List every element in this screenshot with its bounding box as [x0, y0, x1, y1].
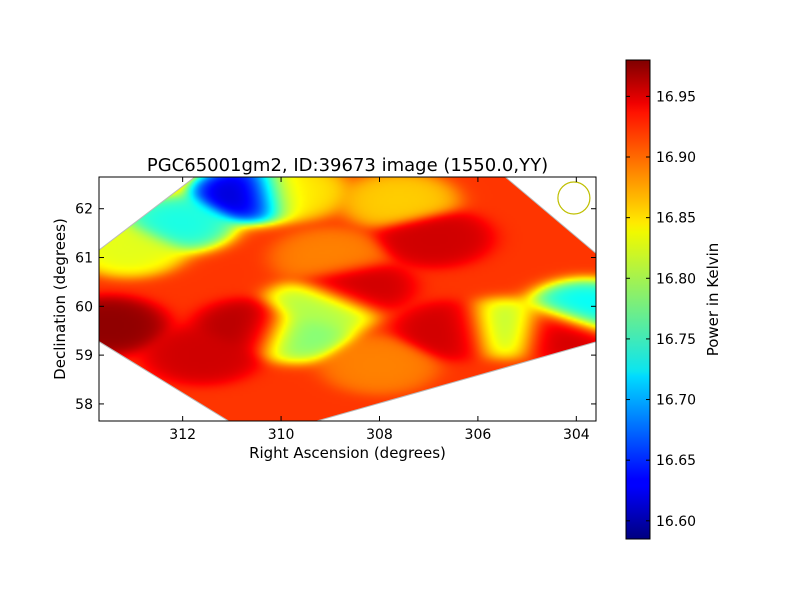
y-tick-label: 58 [75, 397, 93, 413]
y-axis-label: Declination (degrees) [51, 218, 69, 380]
x-tick-label: 312 [169, 427, 196, 443]
coverage-outline [99, 177, 596, 421]
x-axis-label: Right Ascension (degrees) [249, 444, 446, 462]
colorbar-tick-label: 16.75 [656, 332, 696, 348]
x-tick-label: 310 [268, 427, 295, 443]
colorbar-ticks: 16.60 16.65 16.70 16.75 16.80 16.85 16.90 16.95 [626, 89, 696, 530]
plot-area [99, 177, 596, 421]
colorbar-label: Power in Kelvin [704, 243, 722, 357]
heatmap-image [99, 177, 596, 421]
y-tick-label: 59 [75, 348, 93, 364]
colorbar-tick-label: 16.65 [656, 453, 696, 469]
y-tick-label: 62 [75, 202, 93, 218]
colorbar [625, 59, 651, 540]
colorbar-tick-label: 16.90 [656, 150, 696, 166]
plot-frame [98, 176, 597, 422]
colorbar-tick-label: 16.85 [656, 211, 696, 227]
beam-marker [557, 181, 591, 215]
x-tick-label: 304 [563, 427, 590, 443]
y-tick-label: 60 [75, 299, 93, 315]
chart-title: PGC65001gm2, ID:39673 image (1550.0,YY) [147, 155, 548, 176]
x-tick-label: 308 [366, 427, 393, 443]
colorbar-tick-label: 16.95 [656, 89, 696, 105]
colorbar-tick-label: 16.80 [656, 271, 696, 287]
colorbar-tick-label: 16.70 [656, 393, 696, 409]
y-axis-ticks: 58 59 60 61 62 [75, 202, 596, 413]
x-axis-ticks: 312 310 308 306 304 [169, 177, 590, 443]
y-tick-label: 61 [75, 251, 93, 267]
colorbar-tick-label: 16.60 [656, 514, 696, 530]
x-tick-label: 306 [465, 427, 492, 443]
